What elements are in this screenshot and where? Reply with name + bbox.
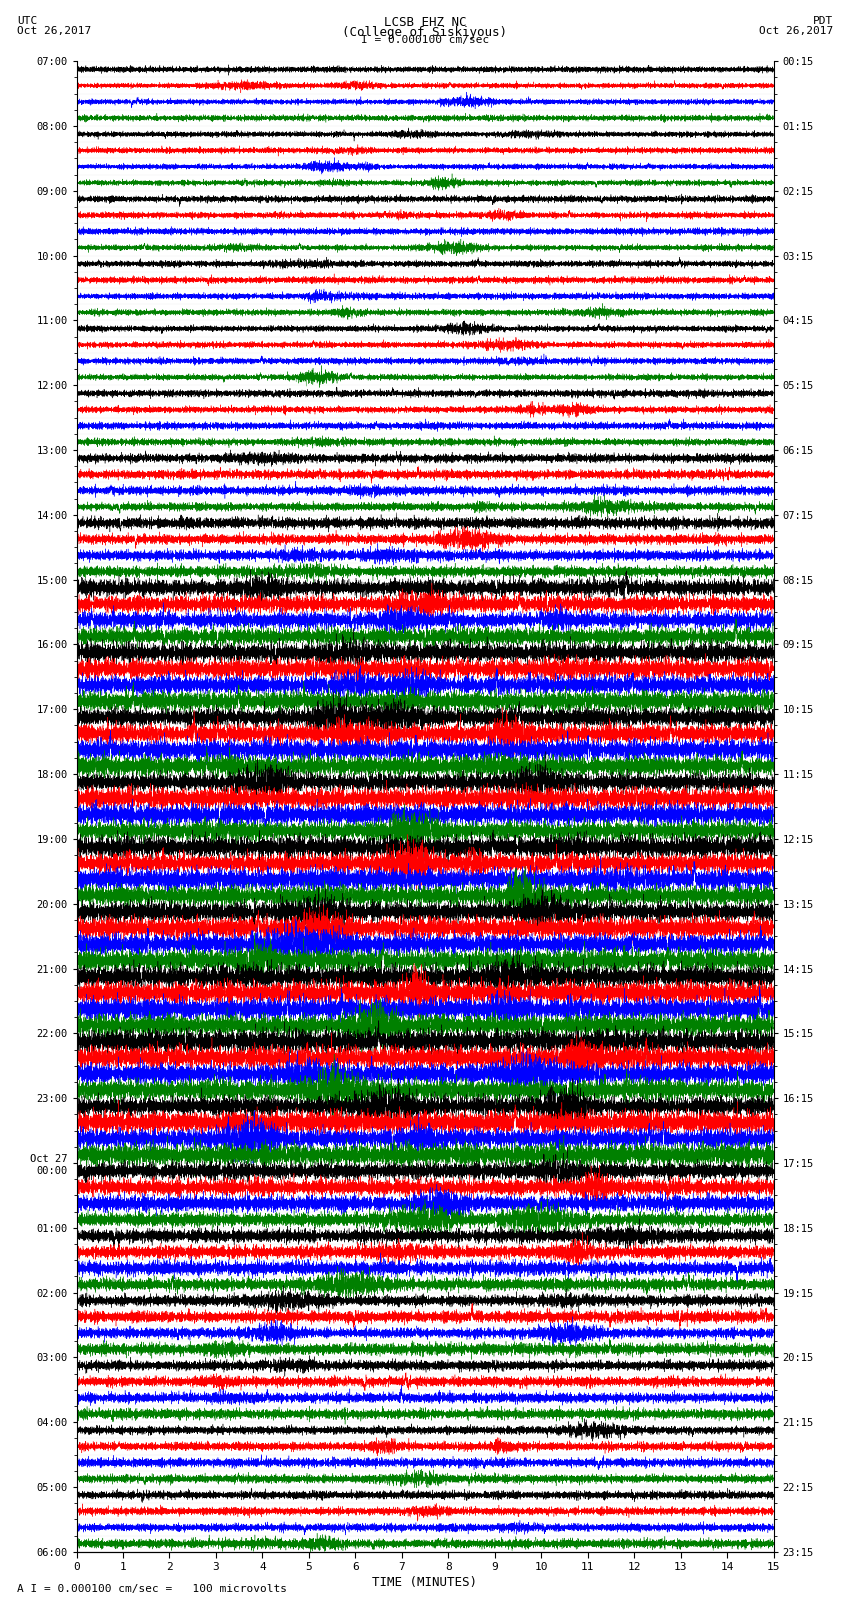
Text: LCSB EHZ NC: LCSB EHZ NC: [383, 16, 467, 29]
Text: A I = 0.000100 cm/sec =   100 microvolts: A I = 0.000100 cm/sec = 100 microvolts: [17, 1584, 287, 1594]
Text: UTC: UTC: [17, 16, 37, 26]
Text: Oct 26,2017: Oct 26,2017: [759, 26, 833, 35]
X-axis label: TIME (MINUTES): TIME (MINUTES): [372, 1576, 478, 1589]
Text: PDT: PDT: [813, 16, 833, 26]
Text: (College of Siskiyous): (College of Siskiyous): [343, 26, 507, 39]
Text: Oct 26,2017: Oct 26,2017: [17, 26, 91, 35]
Text: I = 0.000100 cm/sec: I = 0.000100 cm/sec: [361, 35, 489, 45]
